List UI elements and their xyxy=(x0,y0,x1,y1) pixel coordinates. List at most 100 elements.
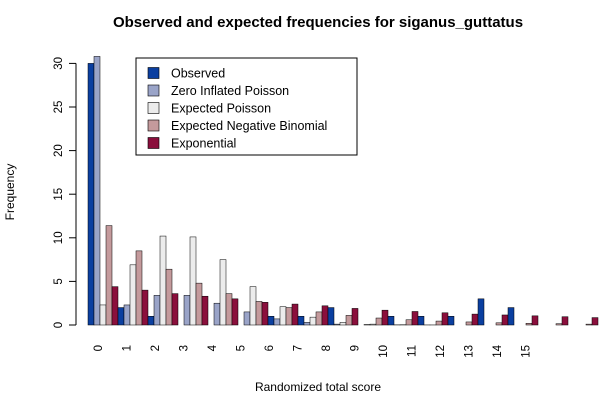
bar-expected-negative-binomial-8 xyxy=(345,315,353,326)
x-tick-label: 11 xyxy=(407,345,419,357)
x-tick-label: 15 xyxy=(521,345,533,358)
chart-title: Observed and expected frequencies for si… xyxy=(113,14,523,31)
x-tick-label: 13 xyxy=(464,345,476,358)
y-tick-label: 25 xyxy=(53,101,65,114)
x-tick-label: 5 xyxy=(236,345,248,351)
x-tick-label: 9 xyxy=(350,345,362,351)
bar-exponential-10 xyxy=(411,311,419,326)
bar-exponential-12 xyxy=(471,313,479,326)
legend-label: Zero Inflated Poisson xyxy=(171,84,289,98)
x-tick-label: 4 xyxy=(207,344,219,351)
bar-expected-negative-binomial-2 xyxy=(165,268,173,326)
bar-exponential-13 xyxy=(501,314,509,326)
bar-expected-negative-binomial-10 xyxy=(405,319,413,326)
bar-zero-inflated-poisson-5 xyxy=(243,311,251,326)
x-tick-label: 2 xyxy=(150,345,162,351)
y-tick-label: 10 xyxy=(53,231,65,244)
bar-observed-12 xyxy=(447,316,455,326)
bar-exponential-8 xyxy=(351,308,359,326)
x-axis-label: Randomized total score xyxy=(255,380,381,394)
bar-expected-poisson-4 xyxy=(219,259,227,326)
bar-expected-poisson-5 xyxy=(249,286,257,326)
bar-zero-inflated-poisson-3 xyxy=(183,295,191,326)
y-tick-label: 15 xyxy=(53,188,65,201)
y-tick-label: 5 xyxy=(53,278,65,284)
bar-expected-poisson-7 xyxy=(309,316,317,326)
legend-swatch xyxy=(147,102,160,114)
bar-expected-negative-binomial-15 xyxy=(555,323,563,326)
bar-observed-0 xyxy=(87,63,95,326)
bar-zero-inflated-poisson-1 xyxy=(123,304,131,326)
bar-expected-poisson-0 xyxy=(99,304,107,326)
bar-zero-inflated-poisson-6 xyxy=(273,318,281,326)
bar-expected-poisson-6 xyxy=(279,306,287,326)
bar-observed-11 xyxy=(417,316,425,326)
bar-expected-poisson-9 xyxy=(369,323,377,326)
bar-observed-10 xyxy=(387,316,395,326)
x-tick-label: 3 xyxy=(179,345,191,351)
x-tick-label: 10 xyxy=(378,345,390,358)
bar-expected-negative-binomial-14 xyxy=(525,323,533,326)
legend-label: Observed xyxy=(171,67,225,81)
legend-label: Exponential xyxy=(171,137,236,151)
legend-label: Expected Poisson xyxy=(171,102,271,116)
bar-observed-6 xyxy=(267,316,275,326)
bar-expected-poisson-1 xyxy=(129,264,137,326)
y-axis: 0 5 10 15 20 25 30 xyxy=(53,57,77,328)
x-tick-label: 0 xyxy=(93,345,105,351)
x-tick-label: 6 xyxy=(264,345,276,351)
bar-exponential-11 xyxy=(441,312,449,326)
bar-observed-2 xyxy=(147,316,155,326)
bar-exponential-16 xyxy=(591,317,599,326)
legend-box xyxy=(135,57,358,156)
bar-zero-inflated-poisson-7 xyxy=(303,322,311,326)
legend-swatch xyxy=(147,84,160,97)
bar-exponential-4 xyxy=(231,298,239,326)
bar-expected-poisson-8 xyxy=(339,322,347,326)
bar-expected-negative-binomial-12 xyxy=(465,321,473,326)
legend-swatch xyxy=(147,67,160,79)
bar-zero-inflated-poisson-8 xyxy=(333,323,341,326)
y-tick-label: 0 xyxy=(53,322,65,328)
x-tick-label: 12 xyxy=(435,345,447,358)
bar-expected-negative-binomial-1 xyxy=(135,250,143,326)
bar-exponential-1 xyxy=(141,289,149,326)
y-tick-label: 20 xyxy=(53,144,65,157)
bar-expected-negative-binomial-3 xyxy=(195,282,203,326)
bar-expected-negative-binomial-7 xyxy=(315,311,323,326)
bar-expected-negative-binomial-5 xyxy=(255,301,263,326)
bar-expected-poisson-3 xyxy=(189,236,197,326)
bar-exponential-2 xyxy=(171,293,179,326)
x-tick-label: 8 xyxy=(321,345,333,351)
bar-expected-negative-binomial-11 xyxy=(435,320,443,326)
bar-exponential-7 xyxy=(321,305,329,326)
x-tick-label: 7 xyxy=(293,345,305,351)
bar-expected-negative-binomial-16 xyxy=(585,323,593,326)
legend-label: Expected Negative Binomial xyxy=(171,119,327,133)
bar-zero-inflated-poisson-4 xyxy=(213,302,221,326)
bar-exponential-15 xyxy=(561,316,569,326)
y-axis-label: Frequency xyxy=(3,164,17,221)
legend: Observed Zero Inflated Poisson Expected Po… xyxy=(135,57,358,156)
bar-exponential-0 xyxy=(111,286,119,326)
legend-swatch xyxy=(147,137,160,149)
x-tick-label: 14 xyxy=(492,344,504,357)
x-tick-label: 1 xyxy=(122,345,134,351)
bar-zero-inflated-poisson-0 xyxy=(93,56,101,326)
bar-exponential-14 xyxy=(531,315,539,326)
bar-observed-1 xyxy=(117,307,125,326)
bar-expected-negative-binomial-6 xyxy=(285,307,293,326)
bar-expected-negative-binomial-4 xyxy=(225,293,233,326)
bar-observed-14 xyxy=(507,307,515,326)
bar-exponential-3 xyxy=(201,295,209,326)
bar-observed-8 xyxy=(327,307,335,326)
bar-expected-negative-binomial-9 xyxy=(375,317,383,326)
bar-observed-7 xyxy=(297,316,305,326)
bars-layer xyxy=(87,56,599,326)
bar-observed-13 xyxy=(477,298,485,326)
x-axis: 0 1 2 3 4 5 6 7 8 9 10 11 12 13 14 15 xyxy=(93,344,533,357)
bar-expected-poisson-2 xyxy=(159,235,167,326)
bar-expected-negative-binomial-13 xyxy=(495,322,503,326)
bar-exponential-5 xyxy=(261,302,269,326)
